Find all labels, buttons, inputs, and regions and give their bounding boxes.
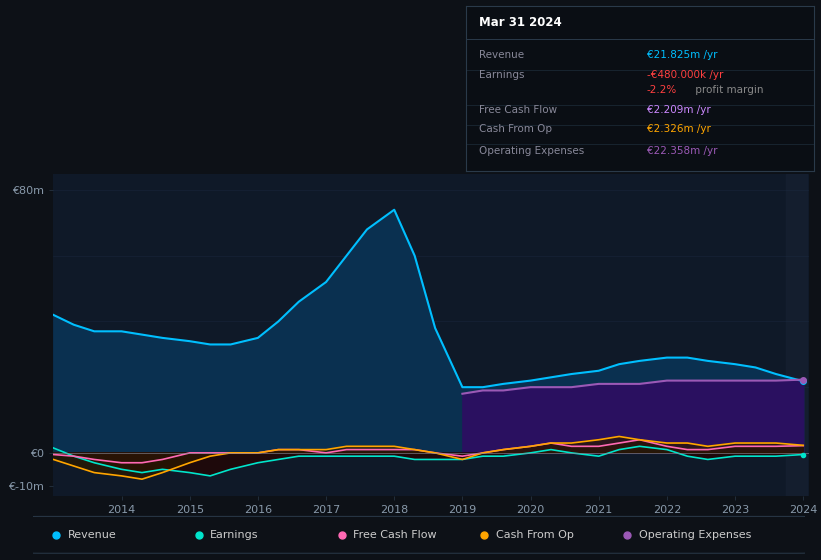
Text: Operating Expenses: Operating Expenses xyxy=(639,530,751,540)
Bar xyxy=(787,174,807,496)
Text: Earnings: Earnings xyxy=(210,530,259,540)
Text: -2.2%: -2.2% xyxy=(647,85,677,95)
Text: Free Cash Flow: Free Cash Flow xyxy=(353,530,437,540)
Text: Operating Expenses: Operating Expenses xyxy=(479,146,585,156)
Text: Free Cash Flow: Free Cash Flow xyxy=(479,105,557,115)
Text: profit margin: profit margin xyxy=(692,85,764,95)
Text: €22.358m /yr: €22.358m /yr xyxy=(647,146,718,156)
Text: Cash From Op: Cash From Op xyxy=(496,530,574,540)
FancyBboxPatch shape xyxy=(25,516,812,553)
Text: -€480.000k /yr: -€480.000k /yr xyxy=(647,70,723,80)
Text: Revenue: Revenue xyxy=(479,50,525,60)
Text: Cash From Op: Cash From Op xyxy=(479,124,553,134)
Text: €21.825m /yr: €21.825m /yr xyxy=(647,50,718,60)
Text: Revenue: Revenue xyxy=(67,530,117,540)
Text: €2.209m /yr: €2.209m /yr xyxy=(647,105,711,115)
Text: Mar 31 2024: Mar 31 2024 xyxy=(479,16,562,29)
Text: €2.326m /yr: €2.326m /yr xyxy=(647,124,711,134)
Text: Earnings: Earnings xyxy=(479,70,525,80)
